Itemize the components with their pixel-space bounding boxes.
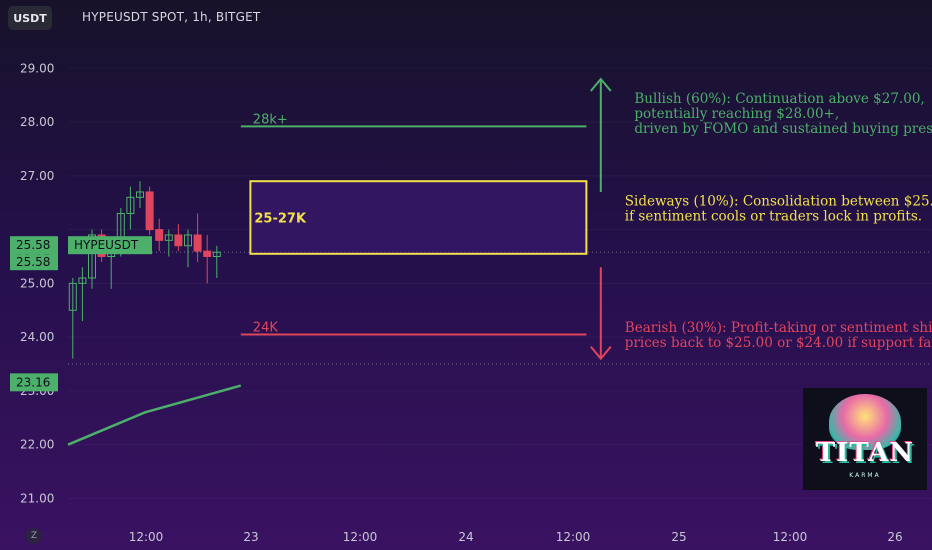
y-tick-label: 24.00 [20, 330, 54, 344]
current-price-tag-value: 25.58 [16, 238, 50, 252]
scenario-annotation-line: Sideways (10%): Consolidation between $2… [625, 193, 932, 209]
x-tick-label: 23 [243, 530, 258, 544]
candle-body [184, 234, 192, 247]
price-tag-value: 25.58 [16, 255, 50, 269]
scenario-annotation-line: Bullish (60%): Continuation above $27.00… [634, 91, 924, 107]
scenario-annotation-line: if sentiment cools or traders lock in pr… [625, 208, 922, 224]
x-tick-label: 26 [887, 530, 902, 544]
zoom-button[interactable]: Z [26, 528, 42, 544]
candle-body [78, 277, 87, 284]
y-tick-label: 22.00 [20, 438, 54, 452]
candle-body [203, 250, 212, 257]
sideways-range-label: 25-27K [254, 212, 307, 227]
bullish-arrowhead [590, 77, 612, 92]
candle-body [68, 282, 77, 311]
target-level-label: 28k+ [253, 112, 288, 127]
currency-button[interactable]: USDT [8, 6, 52, 30]
y-tick-label: 29.00 [20, 61, 54, 75]
symbol-tag-label: HYPEUSDT [74, 238, 139, 252]
candle-body [212, 251, 221, 257]
symbol-tag [68, 236, 152, 255]
candle-body [126, 196, 135, 214]
bearish-arrowhead [590, 346, 612, 361]
candle-body [193, 234, 202, 252]
logo-title: TITAN [815, 438, 915, 468]
sideways-range-box [249, 180, 588, 255]
price-tag-value: 23.16 [16, 375, 50, 389]
x-tick-label: 25 [671, 530, 686, 544]
symbol-title[interactable]: HYPEUSDT SPOT, 1h, BITGET [82, 10, 261, 24]
titan-karma-logo: TITAN KARMA [803, 388, 927, 490]
price-tag [10, 373, 58, 392]
y-tick-label: 27.00 [20, 169, 54, 183]
target-level-label: 24K [253, 320, 279, 335]
lower-trend-line [67, 384, 242, 446]
scenario-annotation-line: potentially reaching $28.00+, [634, 106, 839, 122]
x-tick-label: 24 [458, 530, 473, 544]
x-tick-label: 12:00 [129, 530, 164, 544]
scenario-annotation-line: Bearish (30%): Profit-taking or sentimen… [625, 320, 932, 336]
logo-sunset-icon [829, 394, 901, 450]
scenario-annotation-line: driven by FOMO and sustained buying pres… [634, 121, 932, 137]
candle-body [145, 191, 154, 231]
y-tick-label: 21.00 [20, 491, 54, 505]
x-tick-label: 12:00 [556, 530, 591, 544]
chart-header: USDT HYPEUSDT SPOT, 1h, BITGET [0, 0, 932, 36]
y-tick-label: 25.00 [20, 276, 54, 290]
candle-body [174, 234, 183, 247]
candle-body [88, 234, 96, 279]
candle-body [136, 191, 144, 198]
x-tick-label: 12:00 [343, 530, 378, 544]
x-tick-label: 12:00 [773, 530, 808, 544]
logo-subtitle: KARMA [849, 472, 881, 479]
price-tag [10, 254, 58, 271]
candle-body [164, 234, 173, 241]
y-tick-label: 28.00 [20, 115, 54, 129]
candle-body [155, 229, 164, 241]
scenario-annotation-line: prices back to $25.00 or $24.00 if suppo… [625, 335, 932, 351]
